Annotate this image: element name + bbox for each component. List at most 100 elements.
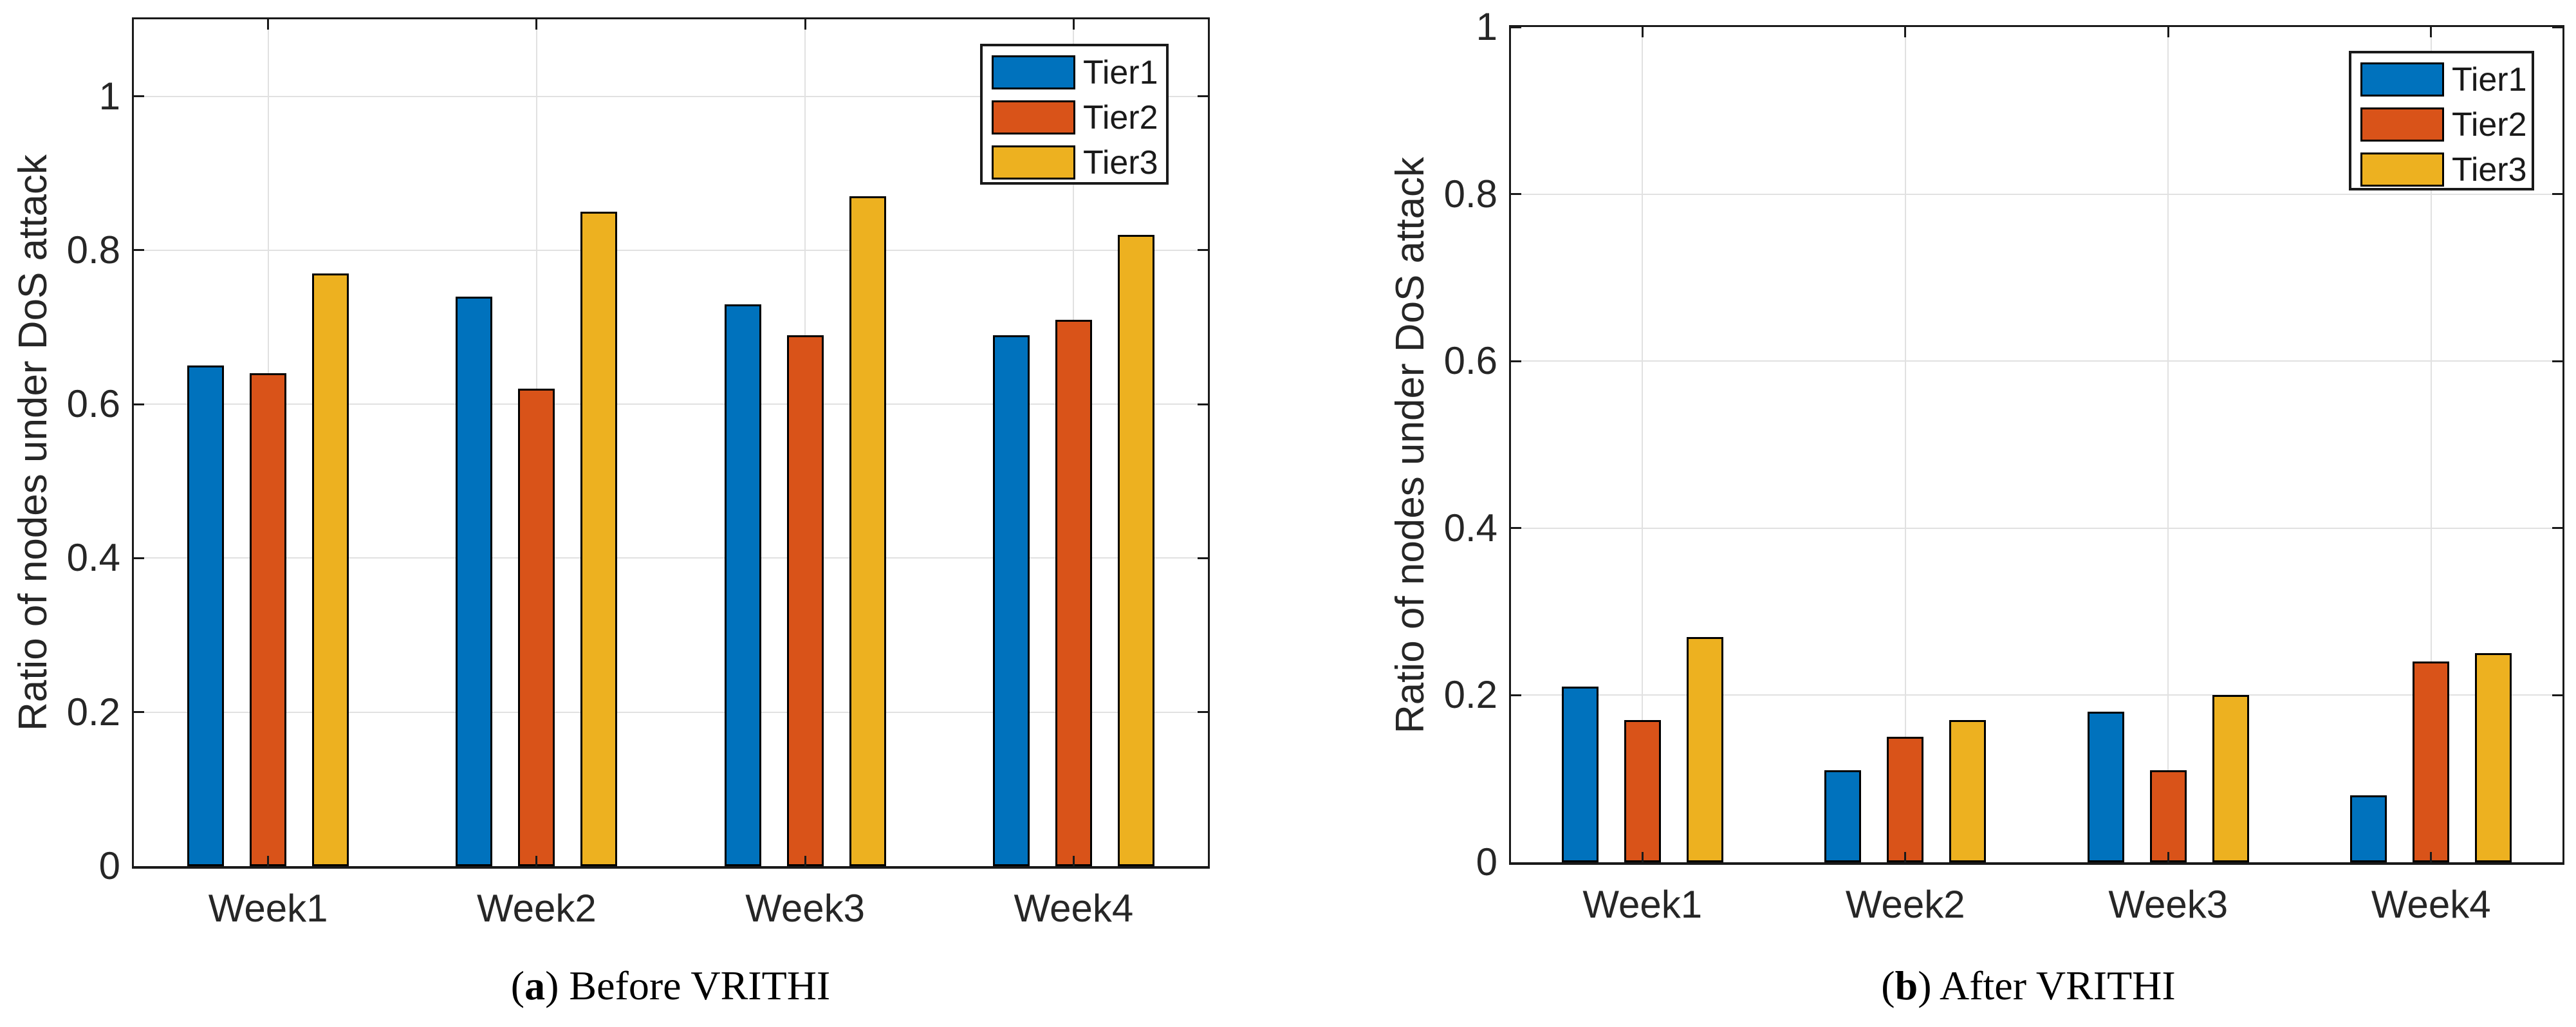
legend-label-tier1: Tier1 — [2452, 61, 2527, 98]
y-tick-label: 0.2 — [1443, 673, 1497, 717]
legend-entry-tier3: Tier3 — [2351, 147, 2532, 192]
y-tick-label: 0.8 — [66, 228, 120, 272]
legend-entry-tier1: Tier1 — [983, 50, 1166, 95]
legend-swatch-tier3 — [992, 145, 1075, 180]
legend-entry-tier2: Tier2 — [2351, 102, 2532, 147]
x-tick — [535, 19, 538, 30]
y-tick-label: 0.4 — [66, 536, 120, 580]
legend-entry-tier1: Tier1 — [2351, 57, 2532, 102]
x-tick-label-week4: Week4 — [1014, 887, 1134, 930]
y-gridline — [1511, 360, 2562, 362]
x-tick — [2430, 27, 2432, 37]
legend-label-tier2: Tier2 — [1083, 99, 1158, 136]
y-tick — [1511, 26, 1521, 28]
y-axis-label-a: Ratio of nodes under DoS attack — [11, 154, 55, 732]
y-tick-label: 0.6 — [66, 382, 120, 426]
bar-tier1-week3 — [725, 304, 761, 866]
y-gridline — [1511, 527, 2562, 529]
y-tick — [1198, 249, 1208, 252]
legend-swatch-tier2 — [992, 100, 1075, 134]
legend-label-tier3: Tier3 — [2452, 151, 2527, 189]
x-tick — [804, 19, 806, 30]
x-tick-label-week3: Week3 — [745, 887, 865, 930]
caption-a-letter: a — [524, 963, 546, 1008]
y-tick — [1198, 557, 1208, 559]
x-tick-label-week3: Week3 — [2108, 883, 2229, 926]
x-tick — [535, 856, 538, 866]
bar-tier2-week1 — [250, 373, 286, 866]
y-gridline — [134, 249, 1208, 251]
legend-label-tier3: Tier3 — [1083, 144, 1158, 181]
caption-a-text: Before VRITHI — [569, 963, 831, 1008]
y-tick — [134, 95, 144, 98]
y-gridline — [134, 557, 1208, 559]
bar-tier3-week3 — [2212, 695, 2249, 862]
y-tick — [1198, 711, 1208, 714]
bar-tier2-week3 — [2150, 770, 2187, 862]
bar-tier1-week2 — [456, 297, 492, 866]
y-tick — [2552, 360, 2562, 362]
x-tick — [267, 19, 270, 30]
caption-a-close: ) — [545, 963, 559, 1008]
y-tick — [2552, 694, 2562, 696]
bar-tier2-week3 — [787, 335, 824, 866]
x-gridline — [1904, 27, 1906, 862]
y-gridline — [134, 95, 1208, 97]
bar-tier3-week2 — [580, 212, 617, 866]
y-gridline — [134, 711, 1208, 713]
caption-b-letter: b — [1895, 963, 1918, 1008]
y-tick — [134, 249, 144, 252]
bar-tier1-week2 — [1824, 770, 1861, 862]
legend-swatch-tier3 — [2360, 153, 2444, 187]
y-tick — [2552, 26, 2562, 28]
y-tick — [1511, 360, 1521, 362]
bar-tier2-week4 — [1055, 320, 1092, 866]
x-tick-label-week1: Week1 — [208, 887, 328, 930]
x-tick — [804, 856, 806, 866]
legend-entry-tier2: Tier2 — [983, 95, 1166, 140]
y-tick — [2552, 527, 2562, 530]
bar-tier3-week4 — [2475, 653, 2512, 862]
x-gridline — [2167, 27, 2169, 862]
legend-entry-tier3: Tier3 — [983, 140, 1166, 185]
bar-tier2-week2 — [518, 389, 555, 866]
bar-tier1-week3 — [2088, 712, 2124, 862]
y-tick-label: 0.8 — [1443, 172, 1497, 216]
bar-tier3-week1 — [1687, 637, 1723, 862]
caption-b-close: ) — [1918, 963, 1932, 1008]
y-tick — [134, 557, 144, 559]
x-tick — [2167, 27, 2169, 37]
legend-label-tier2: Tier2 — [2452, 106, 2527, 143]
bar-tier2-week1 — [1624, 720, 1661, 862]
legend: Tier1 Tier2 Tier3 — [980, 44, 1169, 185]
x-tick-label-week2: Week2 — [477, 887, 597, 930]
caption-a: (a) Before VRITHI — [284, 960, 1057, 1012]
y-tick — [1198, 403, 1208, 405]
y-tick-label: 1 — [98, 74, 120, 118]
y-tick — [2552, 193, 2562, 196]
caption-b-open: ( — [1881, 963, 1895, 1008]
x-gridline — [2430, 27, 2432, 862]
y-gridline — [134, 403, 1208, 405]
bar-tier1-week1 — [1562, 687, 1598, 862]
x-tick — [267, 856, 270, 866]
y-tick-label: 0 — [1476, 840, 1497, 884]
legend-label-tier1: Tier1 — [1083, 54, 1158, 91]
bar-tier3-week3 — [849, 196, 886, 866]
x-tick-label-week2: Week2 — [1845, 883, 1965, 926]
y-tick — [1511, 193, 1521, 196]
y-tick — [134, 403, 144, 405]
x-tick — [1072, 19, 1075, 30]
x-tick — [1904, 27, 1907, 37]
x-tick-label-week1: Week1 — [1582, 883, 1703, 926]
legend: Tier1 Tier2 Tier3 — [2349, 51, 2534, 190]
bar-tier3-week2 — [1949, 720, 1986, 862]
y-tick-label: 0.2 — [66, 690, 120, 734]
y-tick-label: 0.6 — [1443, 339, 1497, 383]
bar-tier1-week4 — [993, 335, 1030, 866]
y-tick — [134, 711, 144, 714]
legend-swatch-tier2 — [2360, 107, 2444, 142]
y-tick-label: 0 — [98, 844, 120, 887]
bar-tier1-week1 — [187, 365, 224, 866]
